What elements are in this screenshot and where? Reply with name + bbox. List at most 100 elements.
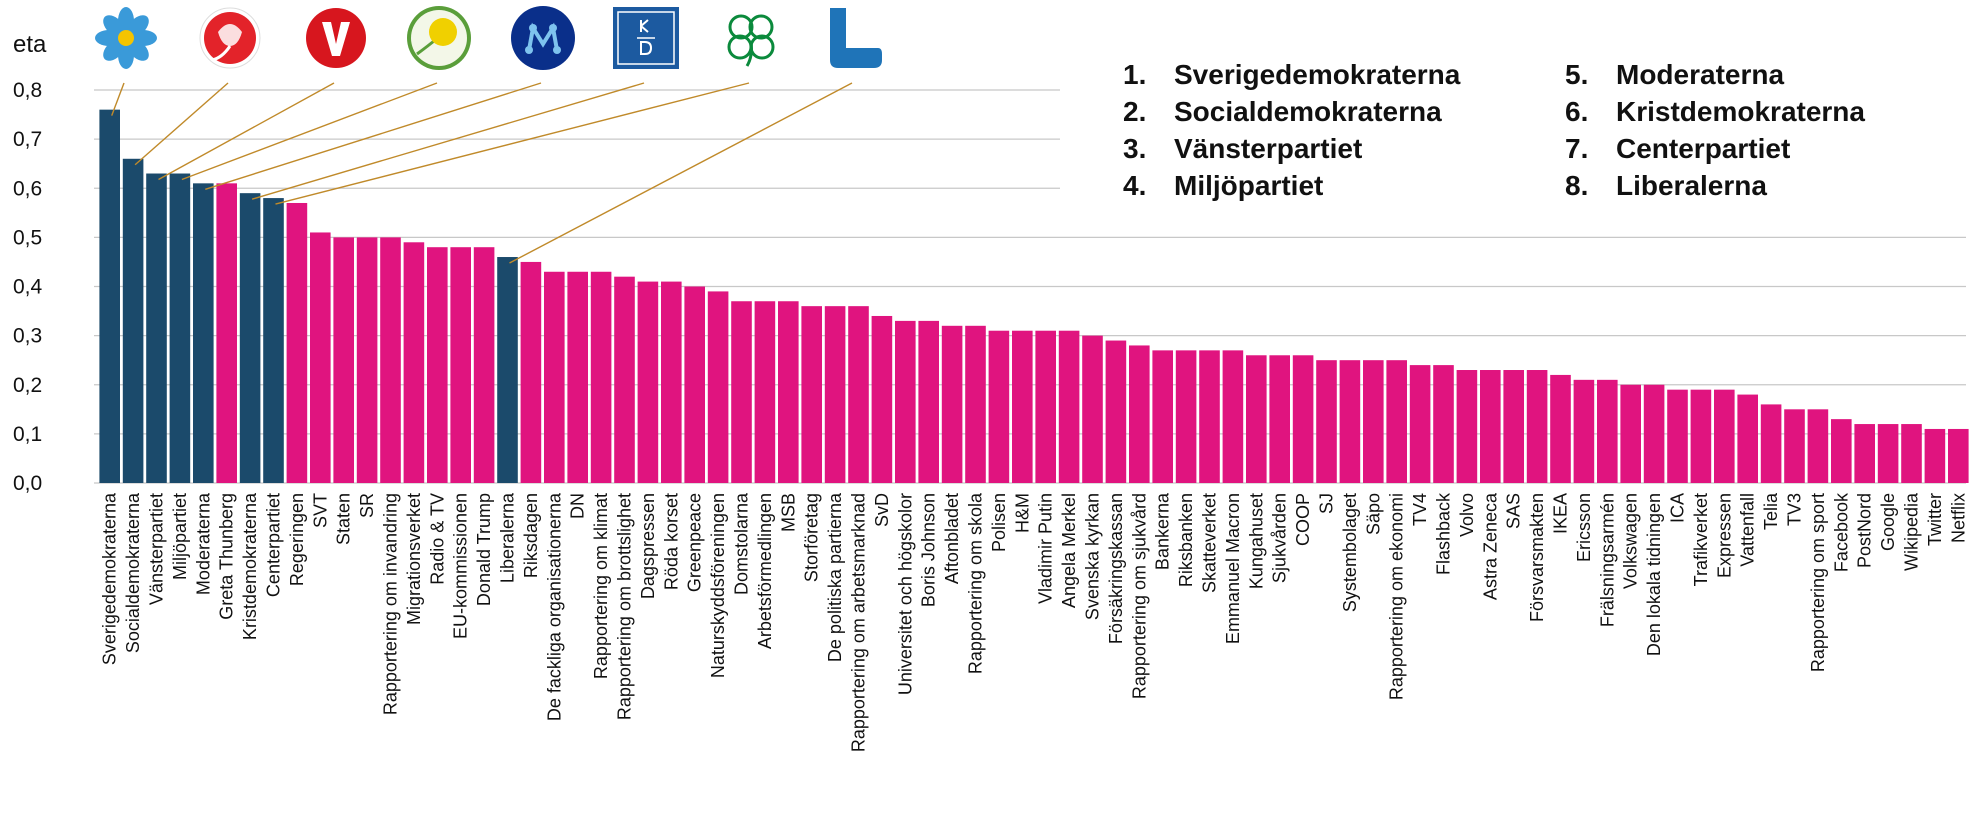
bar	[1807, 409, 1829, 483]
x-tick-label: Polisen	[989, 493, 1009, 552]
bar	[1901, 424, 1922, 483]
bar	[1199, 350, 1220, 483]
bar	[473, 247, 495, 483]
bar	[1503, 370, 1524, 483]
logo-m	[511, 6, 575, 70]
legend-background	[1060, 52, 1979, 212]
legend-number: 4.	[1123, 170, 1146, 201]
bar	[146, 173, 167, 483]
bar	[801, 306, 822, 483]
x-tick-label: Domstolarna	[732, 492, 752, 595]
x-tick-label: Försvarsmakten	[1527, 493, 1547, 622]
leader-line	[181, 82, 438, 181]
x-tick-label: TV4	[1410, 493, 1430, 526]
x-tick-label: Bankerna	[1153, 492, 1173, 570]
y-tick-label: 0,8	[13, 79, 42, 102]
x-tick-label: Vänsterpartiet	[147, 493, 167, 605]
bar	[1737, 394, 1758, 483]
x-tick-label: MSB	[778, 493, 798, 532]
x-tick-label: Trafikverket	[1691, 493, 1711, 586]
bar	[1620, 384, 1641, 483]
bar	[661, 281, 682, 483]
leader-line	[158, 82, 335, 181]
x-tick-label: Boris Johnson	[919, 493, 939, 607]
leader-lines	[111, 82, 853, 264]
bar	[754, 301, 776, 483]
x-tick-label: Donald Trump	[474, 493, 494, 606]
x-tick-label: Svenska kyrkan	[1083, 493, 1103, 620]
x-tick-label: Sjukvården	[1270, 493, 1290, 583]
bar	[1480, 370, 1501, 483]
bar	[193, 183, 214, 483]
x-tick-label: Telia	[1761, 492, 1781, 530]
bar	[965, 325, 986, 483]
x-tick-label: SAS	[1504, 493, 1524, 529]
x-tick-label: Greta Thunberg	[217, 493, 237, 620]
bar	[1714, 389, 1735, 483]
x-tick-label: Aftonbladet	[942, 493, 962, 584]
bar	[567, 271, 588, 483]
bar	[1105, 340, 1127, 483]
x-tick-label: Regeringen	[287, 493, 307, 586]
bar	[1643, 384, 1665, 483]
x-tick-label: ICA	[1668, 493, 1688, 523]
x-tick-label: Liberalerna	[498, 492, 518, 583]
x-tick-label: Angela Merkel	[1059, 493, 1079, 608]
legend-label: Socialdemokraterna	[1174, 96, 1442, 127]
bar	[1690, 389, 1712, 483]
x-tick-label: Rapportering om sport	[1808, 493, 1828, 672]
bar	[310, 232, 331, 483]
leader-line	[251, 82, 645, 200]
x-tick-label: Volkswagen	[1621, 493, 1641, 589]
x-tick-label: Wikipedia	[1902, 492, 1922, 571]
x-tick-label: Rapportering om skola	[966, 492, 986, 674]
bar	[497, 257, 518, 483]
x-tick-label: Arbetsförmedlingen	[755, 493, 775, 649]
bar	[1877, 424, 1899, 483]
x-tick-label: Rapportering om sjukvård	[1129, 493, 1149, 699]
bar	[520, 261, 542, 483]
x-tick-label: Radio & TV	[427, 493, 447, 585]
x-tick-label: SvD	[872, 493, 892, 527]
x-tick-label: Sverigedemokraterna	[100, 492, 120, 665]
x-tick-label: De fackliga organisationerna	[544, 492, 564, 721]
x-tick-label: Google	[1878, 493, 1898, 551]
x-tick-label: Den lokala tidningen	[1644, 493, 1664, 656]
x-tick-label: De politiska partierna	[825, 492, 845, 662]
x-tick-label: Volvo	[1457, 493, 1477, 537]
x-tick-label: Vladimir Putin	[1036, 493, 1056, 604]
bar	[356, 237, 378, 483]
x-tick-label: Universitet och högskolor	[895, 493, 915, 695]
bar	[590, 271, 612, 483]
legend-number: 1.	[1123, 59, 1146, 90]
bar	[684, 286, 705, 483]
bar	[1573, 379, 1595, 483]
x-tick-label: Ericsson	[1574, 493, 1594, 562]
x-tick-label: Facebook	[1831, 492, 1851, 572]
bar	[1409, 365, 1431, 483]
bar	[918, 320, 939, 483]
x-tick-label: Socialdemokraterna	[123, 492, 143, 653]
bar	[778, 301, 799, 483]
x-tick-label: Netflix	[1948, 493, 1968, 543]
bar	[380, 237, 401, 483]
bar	[99, 109, 120, 484]
x-tick-label: COOP	[1293, 493, 1313, 546]
bar	[871, 315, 893, 483]
legend-number: 2.	[1123, 96, 1146, 127]
bar	[1339, 360, 1361, 483]
bar	[403, 242, 425, 483]
x-tick-label: Naturskyddsföreningen	[708, 493, 728, 678]
logo-l	[830, 8, 882, 68]
bar	[239, 193, 261, 483]
bar	[1831, 419, 1852, 483]
x-tick-label: Riksdagen	[521, 493, 541, 578]
x-tick-label: Storföretag	[802, 493, 822, 582]
bar	[1386, 360, 1407, 483]
bar	[1012, 330, 1033, 483]
x-tick-label: SR	[357, 493, 377, 518]
x-tick-label: Expressen	[1714, 493, 1734, 578]
logo-s	[199, 7, 261, 69]
